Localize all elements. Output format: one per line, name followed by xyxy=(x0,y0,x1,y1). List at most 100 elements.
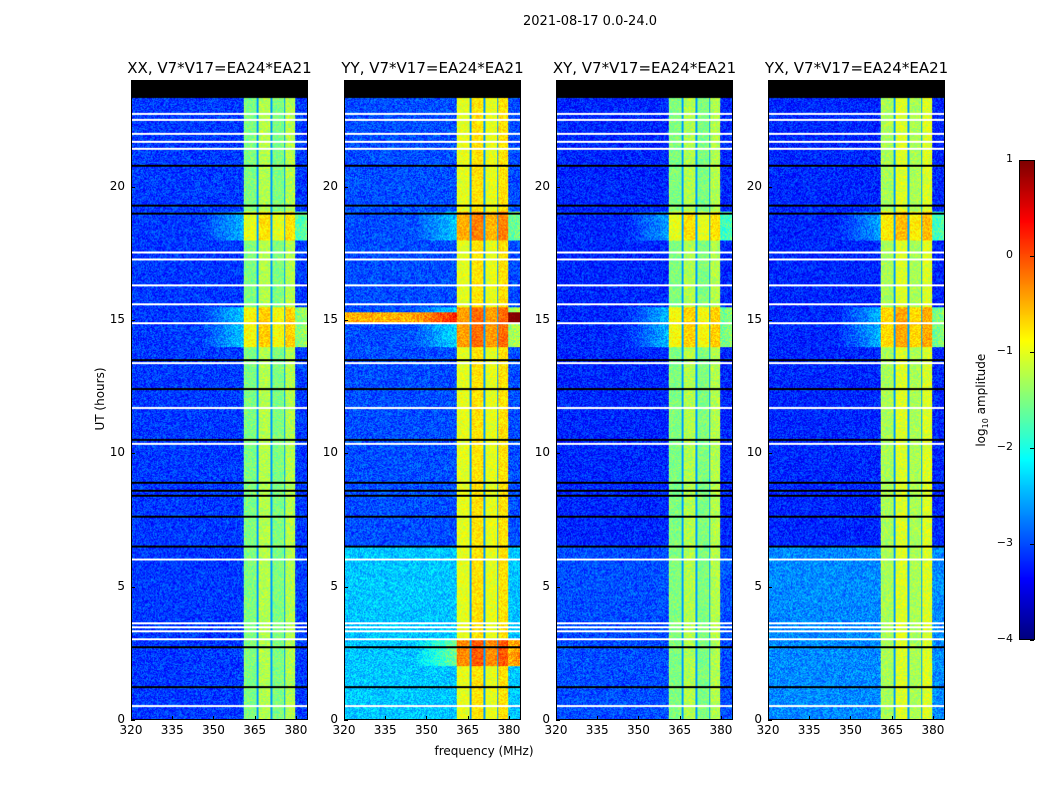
panel-title: XX, V7*V17=EA24*EA21 xyxy=(127,59,312,77)
y-tick-label: 0 xyxy=(754,712,762,726)
y-tick-label: 15 xyxy=(746,312,762,326)
y-tick-mark xyxy=(768,586,772,588)
x-tick-mark xyxy=(172,716,174,720)
x-tick-label: 380 xyxy=(284,723,308,737)
y-tick-mark xyxy=(344,586,348,588)
y-tick-mark xyxy=(344,320,348,321)
x-tick-label: 365 xyxy=(880,723,904,737)
x-tick-mark xyxy=(254,716,256,720)
x-tick-label: 365 xyxy=(668,723,692,737)
x-tick-mark xyxy=(891,716,893,720)
x-tick-mark xyxy=(426,716,428,720)
colorbar-tick-mark xyxy=(1030,448,1034,449)
y-tick-label: 15 xyxy=(109,312,125,326)
x-tick-mark xyxy=(385,716,387,720)
colorbar-tick-label: 0 xyxy=(1006,248,1013,261)
colorbar-tick-label: −3 xyxy=(996,536,1013,549)
y-tick-mark xyxy=(768,186,772,188)
x-tick-mark xyxy=(638,716,640,720)
heatmap-panel xyxy=(768,80,945,720)
x-tick-label: 380 xyxy=(709,723,733,737)
y-tick-mark xyxy=(768,720,772,721)
colorbar-tick-label: −1 xyxy=(996,344,1013,357)
y-tick-mark xyxy=(556,720,560,721)
x-tick-mark xyxy=(809,716,811,720)
colorbar-tick-mark xyxy=(1030,160,1034,161)
x-tick-mark xyxy=(850,716,852,720)
colorbar-tick-mark xyxy=(1030,640,1034,641)
colorbar-tick-label: −2 xyxy=(996,440,1013,453)
colorbar xyxy=(1019,160,1035,640)
x-tick-label: 335 xyxy=(160,723,184,737)
x-tick-mark xyxy=(768,716,769,720)
colorbar-tick-mark xyxy=(1030,352,1034,353)
y-tick-mark xyxy=(344,720,348,721)
y-tick-mark xyxy=(131,320,135,321)
y-tick-label: 20 xyxy=(109,178,125,193)
y-tick-mark xyxy=(344,186,348,188)
x-tick-label: 335 xyxy=(373,723,397,737)
y-tick-label: 5 xyxy=(117,578,125,593)
y-tick-mark xyxy=(768,320,772,321)
x-tick-mark xyxy=(720,716,722,720)
y-tick-label: 0 xyxy=(542,712,550,726)
colorbar-label: log10 amplitude xyxy=(974,350,990,450)
x-tick-mark xyxy=(556,716,557,720)
figure-title: 2021-08-17 0.0-24.0 xyxy=(523,14,657,29)
x-tick-mark xyxy=(295,716,297,720)
y-tick-label: 5 xyxy=(330,578,338,593)
x-tick-mark xyxy=(508,716,510,720)
y-tick-label: 10 xyxy=(322,445,338,460)
y-tick-mark xyxy=(556,586,560,588)
panel-title: XY, V7*V17=EA24*EA21 xyxy=(552,59,737,77)
x-tick-label: 320 xyxy=(332,723,356,737)
x-tick-mark xyxy=(131,716,132,720)
y-tick-mark xyxy=(131,453,135,455)
x-tick-label: 350 xyxy=(627,723,650,737)
panel-title: YY, V7*V17=EA24*EA21 xyxy=(341,59,524,77)
x-tick-label: 335 xyxy=(797,723,821,737)
y-tick-label: 20 xyxy=(534,178,550,193)
x-tick-mark xyxy=(597,716,599,720)
y-tick-mark xyxy=(556,186,560,188)
x-tick-mark xyxy=(679,716,681,720)
y-tick-label: 10 xyxy=(746,445,762,460)
y-tick-mark xyxy=(556,453,560,455)
y-tick-label: 20 xyxy=(746,178,762,193)
x-tick-label: 350 xyxy=(839,723,862,737)
y-tick-mark xyxy=(768,453,772,455)
heatmap-panel xyxy=(556,80,733,720)
y-tick-mark xyxy=(131,586,135,588)
y-tick-label: 20 xyxy=(322,178,338,193)
x-tick-mark xyxy=(467,716,469,720)
y-tick-mark xyxy=(344,453,348,455)
x-tick-label: 380 xyxy=(921,723,945,737)
x-tick-label: 320 xyxy=(756,723,780,737)
y-tick-mark xyxy=(556,320,560,321)
x-axis-label: frequency (MHz) xyxy=(434,744,534,758)
y-tick-label: 0 xyxy=(330,712,338,726)
colorbar-tick-mark xyxy=(1030,256,1034,257)
x-tick-label: 320 xyxy=(544,723,568,737)
x-tick-label: 380 xyxy=(497,723,521,737)
colorbar-tick-label: 1 xyxy=(1006,152,1013,165)
colorbar-tick-label: −4 xyxy=(996,632,1013,645)
panel-title: YX, V7*V17=EA24*EA21 xyxy=(764,59,949,77)
y-tick-label: 15 xyxy=(322,312,338,326)
colorbar-label-sub: 10 xyxy=(981,418,991,429)
x-tick-label: 350 xyxy=(415,723,438,737)
y-tick-label: 15 xyxy=(534,312,550,326)
y-tick-mark xyxy=(131,186,135,188)
y-axis-label: UT (hours) xyxy=(93,367,107,431)
x-tick-label: 320 xyxy=(119,723,143,737)
x-tick-label: 335 xyxy=(585,723,609,737)
x-tick-mark xyxy=(932,716,934,720)
x-tick-label: 365 xyxy=(243,723,267,737)
x-tick-mark xyxy=(344,716,345,720)
y-tick-label: 10 xyxy=(109,445,125,460)
y-tick-label: 5 xyxy=(754,578,762,593)
x-tick-label: 350 xyxy=(202,723,225,737)
colorbar-label-rest: amplitude xyxy=(973,353,988,419)
heatmap-panel xyxy=(344,80,521,720)
